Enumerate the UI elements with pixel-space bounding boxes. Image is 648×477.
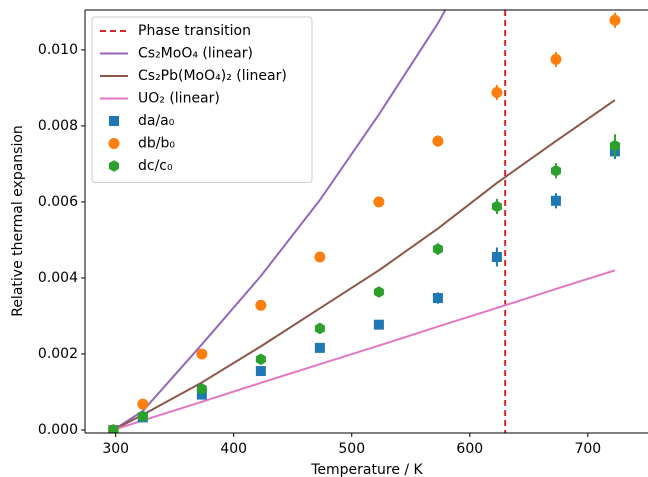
data-marker: [108, 424, 119, 433]
legend-swatch: [108, 160, 120, 172]
data-marker: [491, 252, 502, 263]
x-tick-label: 500: [338, 441, 365, 457]
data-marker: [609, 14, 621, 26]
legend-label: Cs₂Pb(MoO₄)₂ (linear): [138, 68, 287, 84]
data-marker: [314, 251, 326, 263]
data-marker: [491, 200, 502, 213]
data-marker: [137, 398, 149, 410]
x-tick-label: 300: [102, 441, 129, 457]
data-marker: [255, 299, 267, 311]
data-marker: [196, 383, 207, 395]
y-tick-label: 0.010: [38, 42, 78, 58]
data-marker: [432, 135, 444, 147]
data-marker: [373, 319, 384, 330]
legend-label: Cs₂MoO₄ (linear): [138, 46, 253, 62]
series-line: [113, 269, 616, 431]
data-marker: [550, 53, 562, 65]
data-marker: [550, 195, 561, 206]
data-marker: [373, 286, 384, 298]
data-marker: [432, 243, 443, 255]
data-marker: [491, 86, 503, 98]
data-marker: [432, 293, 443, 304]
data-marker: [255, 353, 266, 366]
legend-box: [91, 16, 313, 183]
y-tick-label: 0.004: [38, 270, 78, 286]
y-tick-label: 0.002: [38, 346, 78, 362]
legend-swatch: [108, 138, 120, 149]
legend-label: dc/c₀: [138, 158, 173, 174]
y-axis-label: Relative thermal expansion: [10, 125, 26, 317]
data-marker: [314, 342, 325, 353]
y-tick-label: 0.000: [38, 422, 78, 438]
legend-label: da/a₀: [138, 113, 175, 129]
plot-area: [107, 10, 621, 433]
data-marker: [196, 348, 208, 360]
x-tick-label: 400: [220, 441, 247, 457]
y-tick-label: 0.006: [38, 194, 78, 210]
data-marker: [550, 164, 561, 177]
legend-label: db/b₀: [138, 136, 175, 152]
data-marker: [255, 366, 266, 377]
series-line: [112, 10, 447, 431]
data-marker: [373, 196, 385, 208]
x-tick-label: 600: [456, 441, 483, 457]
series-line: [112, 99, 616, 431]
data-marker: [609, 139, 620, 152]
data-marker: [314, 322, 325, 335]
legend-label: UO₂ (linear): [138, 91, 220, 107]
x-tick-label: 700: [574, 441, 601, 457]
legend-swatch: [109, 116, 119, 126]
data-marker: [137, 410, 148, 423]
x-axis-label: Temperature / K: [310, 462, 423, 477]
legend-label: Phase transition: [138, 23, 251, 39]
y-tick-label: 0.008: [38, 118, 78, 134]
